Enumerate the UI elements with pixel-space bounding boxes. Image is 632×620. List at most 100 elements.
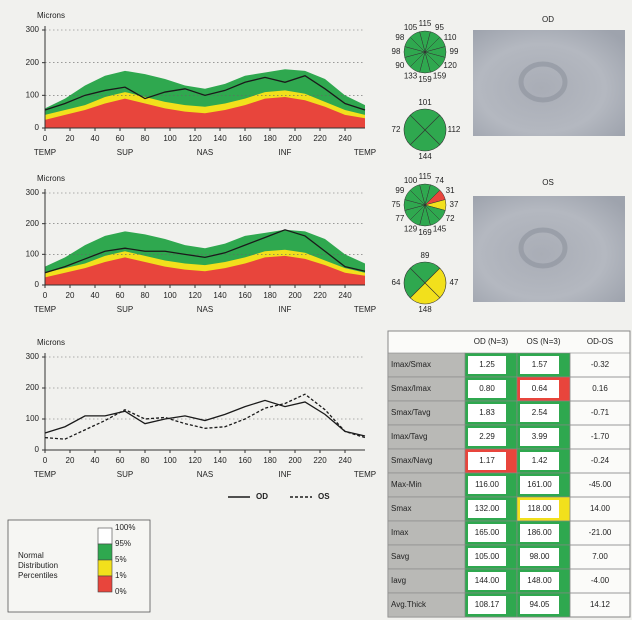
x-tick-label: 60 — [116, 456, 125, 465]
x-tick-label: 60 — [116, 134, 125, 143]
table-cell: 148.00 — [527, 576, 552, 585]
y-tick-label: 100 — [26, 90, 40, 99]
row-label: Smax/Imax — [391, 384, 431, 393]
x-tick-label: 40 — [91, 456, 100, 465]
x-tick-label: 240 — [338, 456, 352, 465]
table-cell: 98.00 — [529, 552, 550, 561]
clock-value: 37 — [450, 200, 459, 209]
x-tick-label: 220 — [313, 456, 327, 465]
table-cell: -0.71 — [591, 408, 610, 417]
x-tick-label: 40 — [91, 291, 100, 300]
x-tick-label: 120 — [188, 456, 202, 465]
row-label: Iavg — [391, 576, 406, 585]
x-tick-label: 220 — [313, 134, 327, 143]
table-cell: 1.83 — [479, 408, 495, 417]
region-label: TEMP — [34, 470, 56, 479]
y-tick-label: 200 — [26, 58, 40, 67]
legend-label: OS — [318, 492, 330, 501]
x-tick-label: 200 — [288, 291, 302, 300]
region-label: INF — [279, 305, 292, 314]
row-label: Avg.Thick — [391, 600, 427, 609]
y-tick-label: 200 — [26, 219, 40, 228]
y-tick-label: 100 — [26, 249, 40, 258]
row-label: Smax/Tavg — [391, 408, 431, 417]
x-tick-label: 20 — [66, 456, 75, 465]
x-tick-label: 160 — [238, 134, 252, 143]
table-cell: 14.00 — [590, 504, 611, 513]
quadrant-value: 72 — [392, 125, 401, 134]
row-label: Savg — [391, 552, 409, 561]
clock-value: 72 — [446, 214, 455, 223]
region-label: NAS — [197, 305, 213, 314]
x-tick-label: 120 — [188, 134, 202, 143]
y-axis-label: Microns — [37, 338, 65, 347]
quadrant-value: 47 — [450, 278, 459, 287]
x-tick-label: 160 — [238, 456, 252, 465]
x-tick-label: 40 — [91, 134, 100, 143]
x-tick-label: 60 — [116, 291, 125, 300]
y-tick-label: 100 — [26, 414, 40, 423]
table-header: OD (N=3) — [474, 337, 509, 346]
x-tick-label: 80 — [141, 291, 150, 300]
table-cell: 108.17 — [475, 600, 500, 609]
table-cell: -0.24 — [591, 456, 610, 465]
x-tick-label: 100 — [163, 291, 177, 300]
legend-swatch — [98, 560, 112, 576]
table-cell: 186.00 — [527, 528, 552, 537]
table-cell: 0.80 — [479, 384, 495, 393]
x-tick-label: 180 — [263, 456, 277, 465]
x-tick-label: 120 — [188, 291, 202, 300]
y-tick-label: 300 — [26, 352, 40, 361]
quadrant-value: 89 — [421, 251, 430, 260]
clock-value: 115 — [419, 19, 432, 28]
y-tick-label: 0 — [35, 445, 40, 454]
row-label: Imax — [391, 528, 408, 537]
region-label: TEMP — [34, 148, 56, 157]
image-label: OD — [542, 15, 554, 24]
clock-value: 120 — [443, 61, 457, 70]
clock-value: 159 — [433, 71, 447, 80]
table-cell: 94.05 — [529, 600, 550, 609]
fundus-image — [473, 196, 625, 302]
table-cell: 118.00 — [528, 504, 552, 513]
y-tick-label: 300 — [26, 25, 40, 34]
table-cell: 1.17 — [479, 456, 495, 465]
table-cell: 14.12 — [590, 600, 611, 609]
clock-value: 75 — [392, 200, 401, 209]
table-cell: -0.32 — [591, 360, 610, 369]
row-label: Max-Min — [391, 480, 422, 489]
x-tick-label: 200 — [288, 456, 302, 465]
table-cell: 0.16 — [592, 384, 608, 393]
clock-value: 99 — [450, 47, 459, 56]
x-tick-label: 80 — [141, 456, 150, 465]
table-cell: 7.00 — [592, 552, 608, 561]
region-label: TEMP — [354, 148, 376, 157]
region-label: NAS — [197, 148, 213, 157]
clock-value: 98 — [392, 47, 401, 56]
quadrant-value: 64 — [392, 278, 401, 287]
x-tick-label: 20 — [66, 134, 75, 143]
table-cell: -21.00 — [589, 528, 612, 537]
clock-value: 129 — [404, 224, 418, 233]
region-label: INF — [279, 148, 292, 157]
x-tick-label: 160 — [238, 291, 252, 300]
legend-title: Percentiles — [18, 571, 58, 580]
x-tick-label: 20 — [66, 291, 75, 300]
legend-swatch — [98, 528, 112, 544]
x-tick-label: 140 — [213, 456, 227, 465]
region-label: TEMP — [34, 305, 56, 314]
clock-value: 145 — [433, 224, 447, 233]
table-cell: -1.70 — [591, 432, 610, 441]
y-tick-label: 0 — [35, 123, 40, 132]
table-cell: 0.64 — [532, 384, 548, 393]
x-tick-label: 80 — [141, 134, 150, 143]
legend-percent: 1% — [115, 571, 127, 580]
clock-value: 133 — [404, 71, 418, 80]
table-cell: 1.42 — [532, 456, 548, 465]
clock-value: 99 — [395, 186, 404, 195]
y-axis-label: Microns — [37, 11, 65, 20]
quadrant-value: 144 — [418, 152, 432, 161]
clock-value: 31 — [446, 186, 455, 195]
x-tick-label: 140 — [213, 291, 227, 300]
y-tick-label: 0 — [35, 280, 40, 289]
